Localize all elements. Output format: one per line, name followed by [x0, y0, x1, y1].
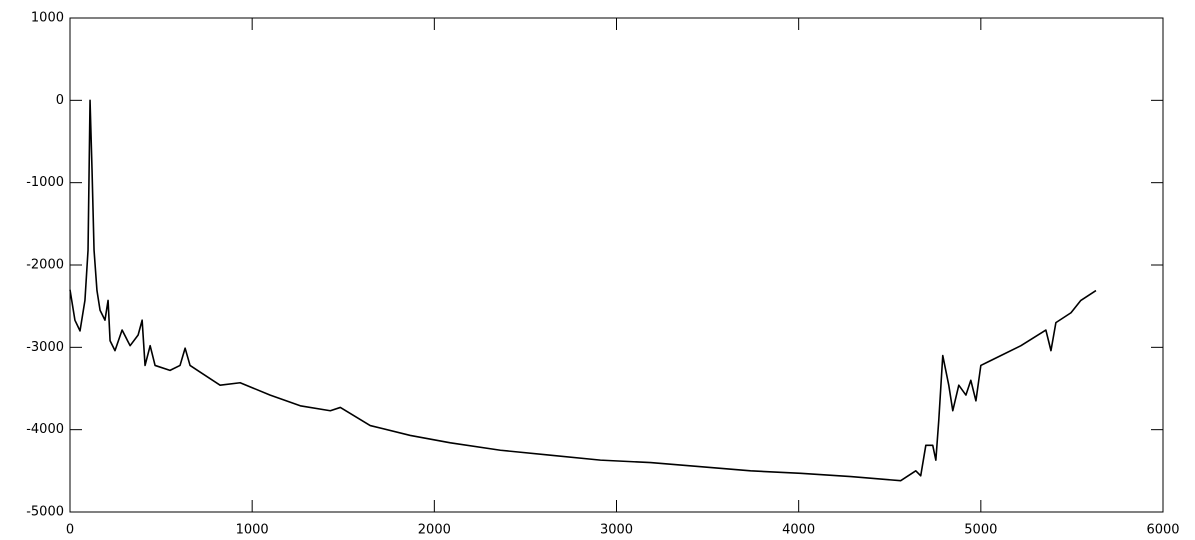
- y-tick-label: -5000: [26, 505, 64, 520]
- x-tick-label: 6000: [1146, 523, 1179, 538]
- plot-frame: [69, 17, 1164, 513]
- y-tick-label: -4000: [26, 422, 64, 437]
- y-tick-label: -1000: [26, 175, 64, 190]
- x-tick-label: 5000: [964, 523, 997, 538]
- x-tick-label: 0: [66, 523, 74, 538]
- x-tick-label: 1000: [236, 523, 269, 538]
- y-tick-label: -2000: [26, 258, 64, 273]
- x-tick-label: 2000: [418, 523, 451, 538]
- data-line: [69, 99, 1097, 482]
- y-tick-label: 0: [56, 93, 64, 108]
- y-tick-label: 1000: [31, 11, 64, 26]
- x-tick-label: 4000: [782, 523, 815, 538]
- y-tick-label: -3000: [26, 340, 64, 355]
- x-tick-label: 3000: [600, 523, 633, 538]
